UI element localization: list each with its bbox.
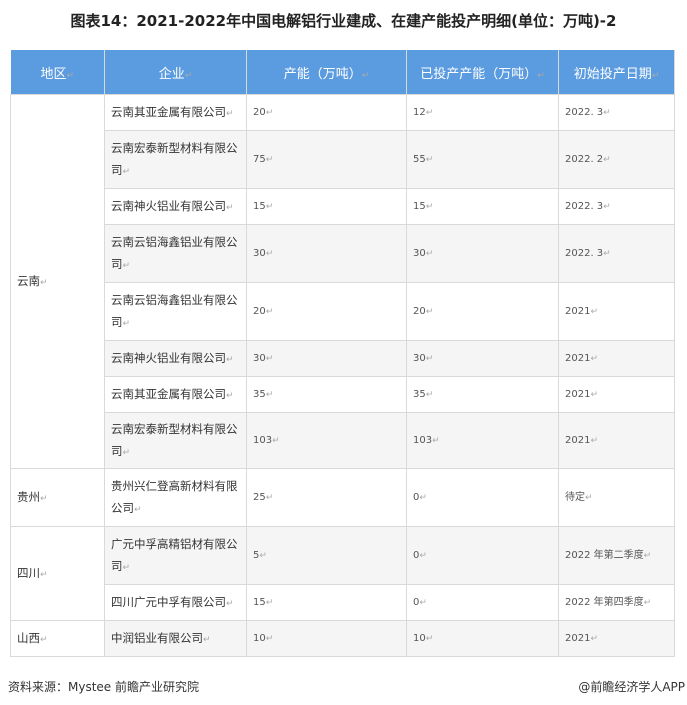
company-cell: 云南云铝海鑫铝业有限公司 — [104, 224, 247, 283]
date-cell: 2022. 3 — [558, 224, 675, 283]
company-cell: 云南神火铝业有限公司 — [104, 188, 247, 225]
capacity-cell: 15 — [246, 188, 407, 225]
source-note: 资料来源：Mystee 前瞻产业研究院 — [8, 680, 199, 694]
capacity-cell: 15 — [246, 584, 407, 621]
table-row: 四川广元中孚高精铝材有限公司502022 年第二季度 — [10, 526, 675, 621]
company-cell: 云南云铝海鑫铝业有限公司 — [104, 282, 247, 341]
operating-cell: 103 — [406, 412, 559, 469]
header-row: 地区 企业 产能（万吨） 已投产产能（万吨） 初始投产日期 — [10, 50, 675, 95]
date-cell: 2021 — [558, 412, 675, 469]
operating-cell: 10 — [406, 620, 559, 657]
operating-cell: 20 — [406, 282, 559, 341]
table-row: 云南宏泰新型材料有限公司75552022. 2 — [11, 130, 675, 189]
date-cell: 2022 年第二季度 — [558, 526, 675, 585]
company-cell: 中润铝业有限公司 — [104, 620, 247, 657]
capacity-cell: 5 — [246, 526, 407, 585]
company-cell: 云南宏泰新型材料有限公司 — [104, 412, 247, 469]
capacity-cell: 30 — [246, 340, 407, 377]
header-region: 地区 — [10, 50, 105, 95]
header-date: 初始投产日期 — [558, 50, 675, 95]
date-cell: 2022 年第四季度 — [558, 584, 675, 621]
operating-cell: 30 — [406, 340, 559, 377]
operating-cell: 0 — [406, 526, 559, 585]
capacity-cell: 35 — [246, 376, 407, 413]
operating-cell: 30 — [406, 224, 559, 283]
region-cell: 山西 — [10, 620, 105, 657]
capacity-table: 地区 企业 产能（万吨） 已投产产能（万吨） 初始投产日期 云南云南其亚金属有限… — [10, 50, 675, 657]
company-cell: 广元中孚高精铝材有限公司 — [104, 526, 247, 585]
region-cell: 云南 — [10, 94, 105, 469]
capacity-cell: 103 — [246, 412, 407, 469]
date-cell: 待定 — [558, 468, 675, 527]
table-row: 云南云南其亚金属有限公司20122022. 3 — [10, 94, 675, 469]
company-cell: 云南其亚金属有限公司 — [104, 94, 247, 131]
capacity-cell: 25 — [246, 468, 407, 527]
capacity-cell: 10 — [246, 620, 407, 657]
date-cell: 2021 — [558, 620, 675, 657]
company-cell: 云南宏泰新型材料有限公司 — [104, 130, 247, 189]
date-cell: 2021 — [558, 340, 675, 377]
table-row: 云南其亚金属有限公司35352021 — [11, 376, 675, 413]
capacity-cell: 20 — [246, 94, 407, 131]
region-cell: 四川 — [10, 526, 105, 621]
operating-cell: 0 — [406, 584, 559, 621]
operating-cell: 55 — [406, 130, 559, 189]
operating-cell: 35 — [406, 376, 559, 413]
table-row: 贵州贵州兴仁登高新材料有限公司250待定 — [10, 468, 675, 527]
table-row: 四川广元中孚有限公司1502022 年第四季度 — [11, 584, 675, 621]
date-cell: 2022. 3 — [558, 94, 675, 131]
header-company: 企业 — [104, 50, 247, 95]
date-cell: 2021 — [558, 376, 675, 413]
credit: @前瞻经济学人APP — [578, 680, 685, 694]
operating-cell: 12 — [406, 94, 559, 131]
table-row: 云南宏泰新型材料有限公司1031032021 — [11, 412, 675, 469]
operating-cell: 0 — [406, 468, 559, 527]
header-operating: 已投产产能（万吨） — [406, 50, 559, 95]
table-row: 云南云铝海鑫铝业有限公司20202021 — [11, 282, 675, 341]
operating-cell: 15 — [406, 188, 559, 225]
date-cell: 2021 — [558, 282, 675, 341]
table-title: 图表14：2021-2022年中国电解铝行业建成、在建产能投产明细(单位：万吨)… — [70, 12, 617, 30]
company-cell: 四川广元中孚有限公司 — [104, 584, 247, 621]
company-cell: 云南其亚金属有限公司 — [104, 376, 247, 413]
table-row: 云南神火铝业有限公司30302021 — [11, 340, 675, 377]
company-cell: 云南神火铝业有限公司 — [104, 340, 247, 377]
region-cell: 贵州 — [10, 468, 105, 527]
company-cell: 贵州兴仁登高新材料有限公司 — [104, 468, 247, 527]
table-row: 云南云铝海鑫铝业有限公司30302022. 3 — [11, 224, 675, 283]
table-row: 山西中润铝业有限公司10102021 — [10, 620, 675, 657]
date-cell: 2022. 3 — [558, 188, 675, 225]
table-row: 云南神火铝业有限公司15152022. 3 — [11, 188, 675, 225]
capacity-cell: 75 — [246, 130, 407, 189]
capacity-cell: 30 — [246, 224, 407, 283]
date-cell: 2022. 2 — [558, 130, 675, 189]
header-capacity: 产能（万吨） — [246, 50, 407, 95]
capacity-cell: 20 — [246, 282, 407, 341]
